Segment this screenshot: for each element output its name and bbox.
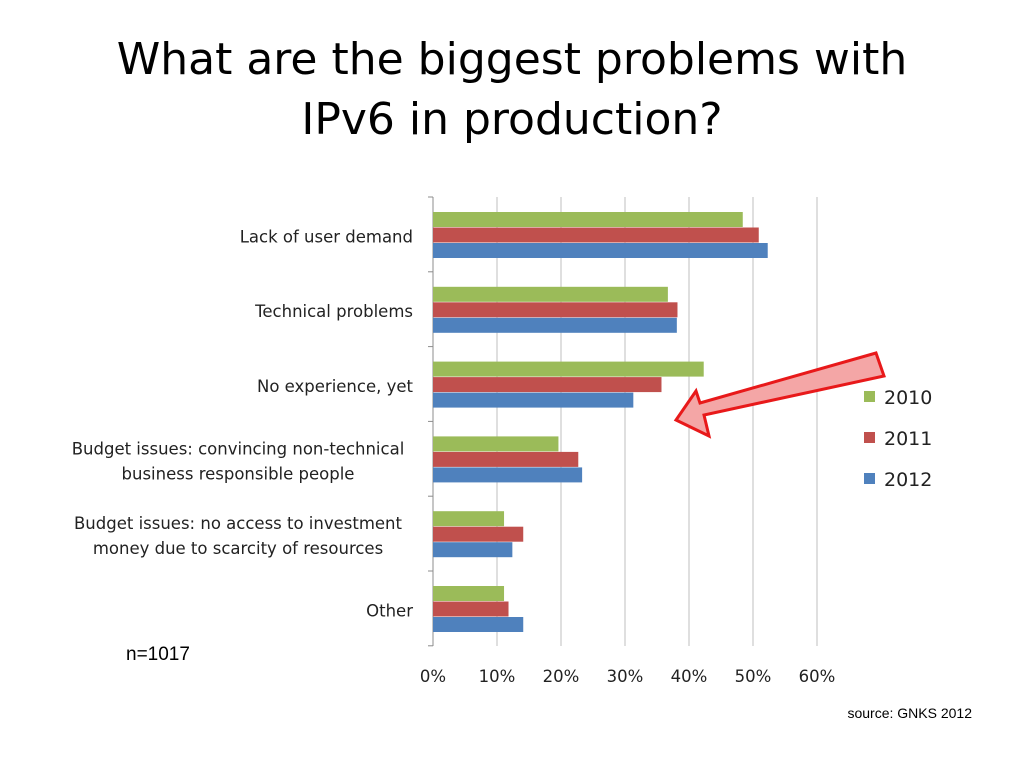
bar-2010 (433, 361, 704, 377)
sample-size-note: n=1017 (126, 644, 190, 665)
bar-2010 (433, 436, 559, 452)
annotation-arrow (673, 351, 886, 439)
category-label: Technical problems (254, 302, 413, 321)
category-label: No experience, yet (257, 377, 414, 396)
legend-label: 2010 (884, 387, 932, 409)
x-tick-label: 60% (799, 667, 836, 686)
bar-2011 (433, 227, 759, 243)
bar-2010 (433, 586, 505, 601)
x-tick-label: 0% (420, 667, 446, 686)
bar-2011 (433, 601, 509, 617)
bar-2011 (433, 451, 579, 467)
category-label: Other (366, 601, 413, 620)
title-line-2: IPv6 in production? (301, 94, 723, 145)
x-tick-label: 20% (543, 667, 580, 686)
bar-2012 (433, 542, 513, 558)
bar-2012 (433, 467, 583, 483)
category-label: business responsible people (122, 464, 355, 483)
bar-2011 (433, 526, 524, 542)
bar-2010 (433, 511, 505, 527)
category-label: Budget issues: convincing non-technical (72, 439, 405, 458)
title-line-1: What are the biggest problems with (116, 34, 908, 85)
slide-title: What are the biggest problems with IPv6 … (0, 30, 1024, 150)
bar-2010 (433, 286, 668, 302)
legend-swatch-2010 (864, 391, 875, 402)
legend-swatch-2012 (864, 473, 875, 484)
bar-2011 (433, 302, 678, 318)
bar-2010 (433, 212, 743, 227)
x-tick-label: 10% (479, 667, 516, 686)
x-tick-label: 50% (735, 667, 772, 686)
legend-swatch-2011 (864, 432, 875, 443)
bar-2012 (433, 392, 634, 408)
category-label: Budget issues: no access to investment (74, 514, 403, 533)
category-label: money due to scarcity of resources (93, 539, 383, 558)
bar-2012 (433, 617, 524, 632)
x-tick-label: 40% (671, 667, 708, 686)
bar-2011 (433, 377, 662, 393)
bar-2012 (433, 317, 677, 333)
legend-label: 2012 (884, 469, 932, 491)
legend-label: 2011 (884, 428, 932, 450)
category-label: Lack of user demand (240, 227, 413, 246)
source-note: source: GNKS 2012 (847, 705, 972, 721)
bar-2012 (433, 243, 768, 258)
x-tick-label: 30% (607, 667, 644, 686)
